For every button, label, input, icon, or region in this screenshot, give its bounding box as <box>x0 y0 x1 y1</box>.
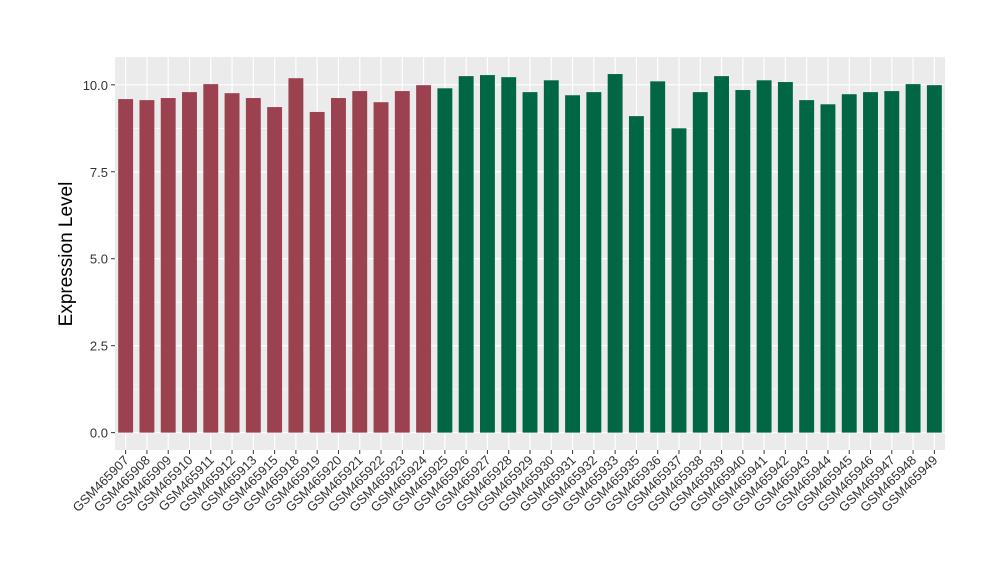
bar <box>139 100 155 433</box>
bar <box>650 81 666 433</box>
bar <box>309 111 325 433</box>
bars <box>118 74 942 433</box>
bar <box>607 74 623 433</box>
bar <box>352 91 368 433</box>
bar <box>182 92 197 433</box>
bar <box>820 104 836 433</box>
bar <box>777 82 793 433</box>
y-tick-label: 10.0 <box>83 78 108 93</box>
y-axis-label: Expression Level <box>56 182 77 327</box>
y-tick-label: 5.0 <box>90 252 108 267</box>
x-axis: GSM465907GSM465908GSM465909GSM465910GSM4… <box>70 450 940 515</box>
bar <box>735 90 751 433</box>
bar <box>245 98 261 433</box>
bar <box>373 102 389 433</box>
bar <box>267 107 283 433</box>
bar <box>905 84 921 433</box>
bar <box>160 98 176 433</box>
bar <box>926 85 942 433</box>
bar <box>479 75 495 433</box>
bar <box>863 92 878 433</box>
bar <box>756 80 772 433</box>
y-axis: 0.0 2.5 5.0 7.5 10.0 <box>83 78 115 441</box>
bar <box>331 98 346 433</box>
y-tick-label: 2.5 <box>90 339 108 354</box>
y-tick-label: 0.0 <box>90 426 108 441</box>
bar <box>203 84 219 433</box>
bar <box>416 85 432 433</box>
y-tick-label: 7.5 <box>90 165 108 180</box>
bar <box>501 77 517 433</box>
bar <box>543 80 559 433</box>
bar <box>224 93 240 433</box>
bar <box>458 76 474 433</box>
bar <box>522 92 538 433</box>
bar <box>394 91 410 433</box>
bar <box>628 116 644 433</box>
bar <box>799 100 815 433</box>
bar <box>671 128 687 433</box>
bar <box>565 95 581 433</box>
bar <box>437 88 453 433</box>
bar <box>884 91 900 433</box>
bar <box>586 92 602 433</box>
bar <box>288 78 304 433</box>
bar <box>118 99 134 433</box>
bar <box>714 76 729 433</box>
bar <box>841 94 857 433</box>
bar <box>692 92 708 433</box>
